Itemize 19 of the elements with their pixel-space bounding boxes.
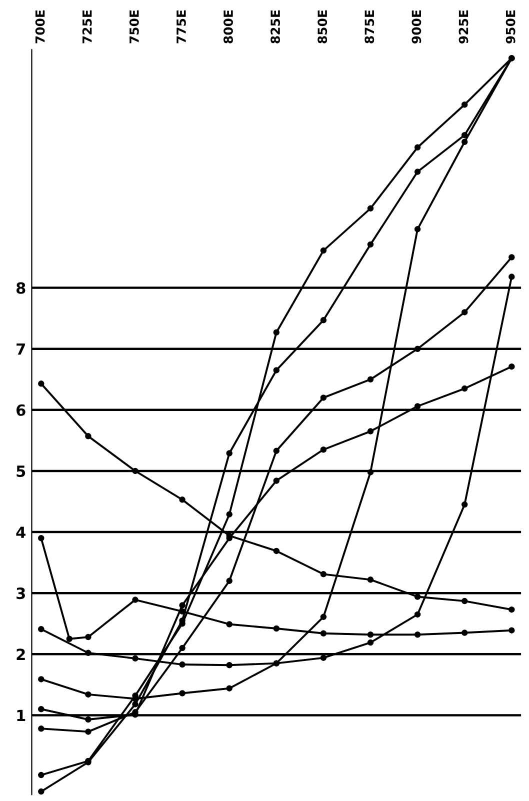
x-tick-label: 750E — [129, 10, 139, 44]
y-tick-label: 4 — [16, 526, 26, 538]
y-tick-label: 1 — [17, 710, 26, 722]
x-tick-label: 925E — [458, 10, 468, 44]
y-tick-label: 5 — [16, 466, 26, 477]
x-tick-label: 725E — [82, 10, 92, 44]
y-tick-label: 6 — [16, 404, 26, 416]
x-tick-label: 850E — [318, 10, 328, 44]
y-tick-label: 7 — [16, 344, 25, 355]
x-tick-label: 900E — [412, 10, 422, 44]
y-tick-label: 3 — [16, 588, 25, 600]
x-tick-label: 775E — [176, 10, 186, 44]
y-tick-label: 2 — [16, 648, 25, 660]
x-tick-label: 950E — [506, 10, 516, 44]
x-tick-label: 875E — [364, 10, 374, 44]
y-tick-label: 8 — [16, 282, 26, 294]
x-tick-label: 700E — [35, 10, 45, 44]
x-tick-label: 825E — [270, 10, 280, 44]
x-tick-label: 800E — [224, 10, 233, 44]
